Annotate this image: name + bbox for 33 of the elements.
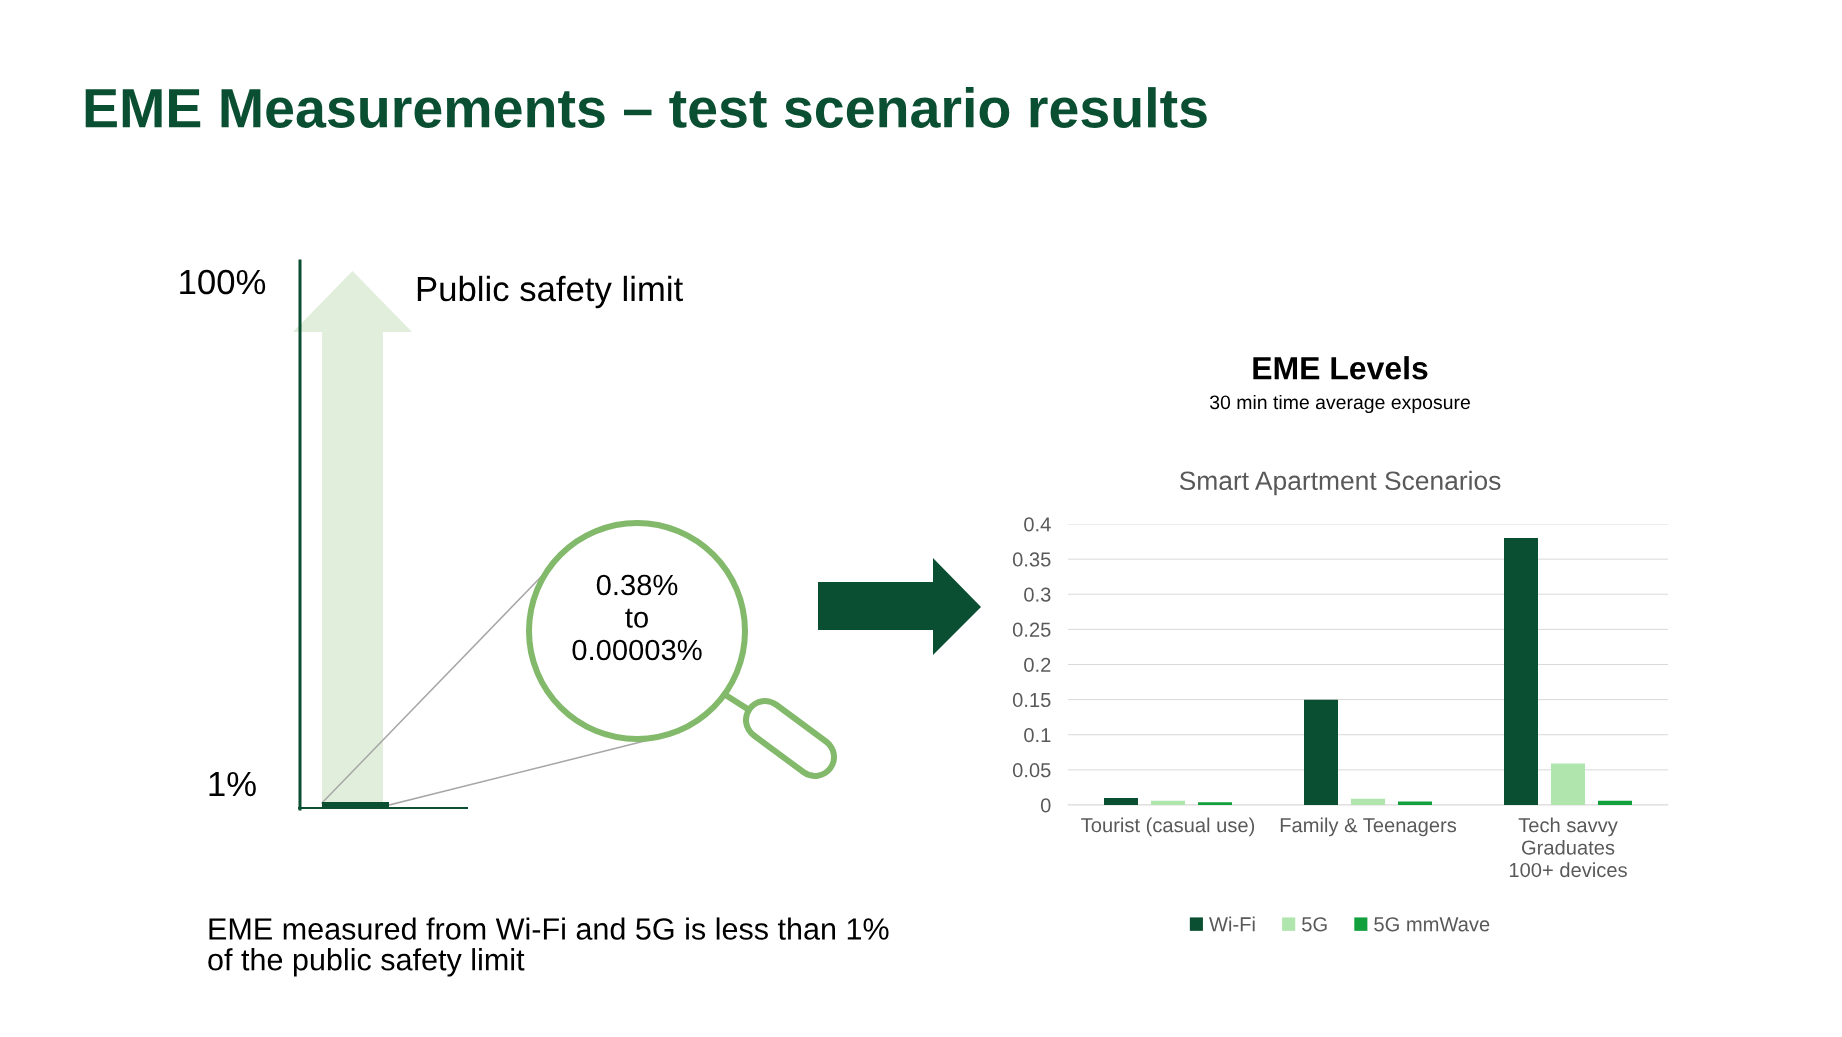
y-tick-label: 0.05	[1012, 763, 1051, 778]
bar	[1351, 798, 1385, 805]
bar	[1198, 802, 1232, 805]
y-tick-label: 0.35	[1012, 552, 1051, 567]
legend-label: 5G mmWave	[1374, 917, 1490, 932]
bar	[1551, 763, 1585, 805]
bar	[1151, 800, 1185, 805]
text: 100%	[180, 269, 266, 295]
bar	[1398, 801, 1432, 805]
text: Smart Apartment Scenarios	[1179, 470, 1501, 496]
legend-label: 5G	[1302, 917, 1327, 932]
legend-label: Wi-Fi	[1209, 916, 1255, 932]
y-tick-label: 0.3	[1024, 587, 1051, 602]
x-tick-label: Tourist (casual use)	[1081, 817, 1255, 837]
text: EME measured from Wi-Fi and 5G is less than 1% of the public safety limit	[208, 917, 889, 977]
chart-title: EME Levels	[1253, 356, 1428, 380]
text: EME Measurements – test scenario results	[85, 87, 1207, 128]
y-tick-label: 0.25	[1012, 622, 1051, 637]
text: Public safety limit	[417, 275, 683, 309]
bar	[1504, 538, 1538, 805]
y-tick-label: 0.2	[1024, 657, 1051, 672]
y-tick-label: 0.15	[1012, 692, 1051, 708]
bar	[1104, 797, 1138, 805]
x-tick-label: Tech savvy Graduates 100+ devices	[1509, 817, 1627, 878]
chart-subtitle: 30 min time average exposure	[1209, 394, 1470, 414]
y-tick-label: 0.4	[1024, 517, 1051, 532]
x-tick-label: Family & Teenagers	[1280, 817, 1457, 837]
text: 0.38% to 0.00003%	[572, 574, 702, 661]
bar	[1304, 699, 1338, 805]
y-tick-label: 0	[1040, 798, 1051, 813]
text: 1%	[209, 771, 256, 797]
bar	[1598, 800, 1632, 805]
y-tick-label: 0.1	[1024, 727, 1051, 743]
